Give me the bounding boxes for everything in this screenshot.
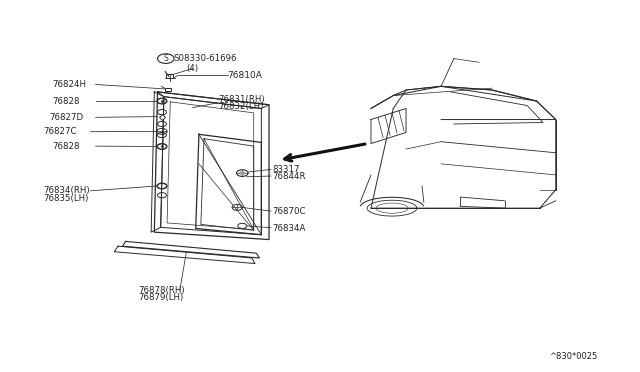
Text: 76844R: 76844R: [272, 172, 306, 181]
Text: 76834A: 76834A: [272, 224, 305, 233]
Text: 76828: 76828: [52, 142, 80, 151]
Text: 76824H: 76824H: [52, 80, 86, 89]
FancyBboxPatch shape: [166, 74, 173, 78]
Text: 76831(RH): 76831(RH): [218, 95, 265, 104]
Text: 83317: 83317: [272, 165, 300, 174]
Bar: [164, 88, 171, 91]
Text: ^830*0025: ^830*0025: [549, 352, 598, 361]
Text: (4): (4): [186, 64, 198, 73]
Text: 76832(LH): 76832(LH): [218, 102, 264, 111]
Text: 76878(RH): 76878(RH): [138, 286, 185, 295]
Text: 76827C: 76827C: [44, 127, 77, 136]
Circle shape: [239, 171, 246, 175]
Text: 76835(LH): 76835(LH): [44, 194, 89, 203]
Text: 76879(LH): 76879(LH): [138, 293, 184, 302]
Text: 76828: 76828: [52, 97, 80, 106]
Text: S08330-61696: S08330-61696: [173, 54, 237, 63]
Text: 76834(RH): 76834(RH): [44, 186, 90, 195]
Text: 76810A: 76810A: [228, 71, 262, 80]
Text: 76827D: 76827D: [49, 113, 83, 122]
Text: S: S: [163, 54, 168, 63]
Text: 76870C: 76870C: [272, 206, 306, 216]
